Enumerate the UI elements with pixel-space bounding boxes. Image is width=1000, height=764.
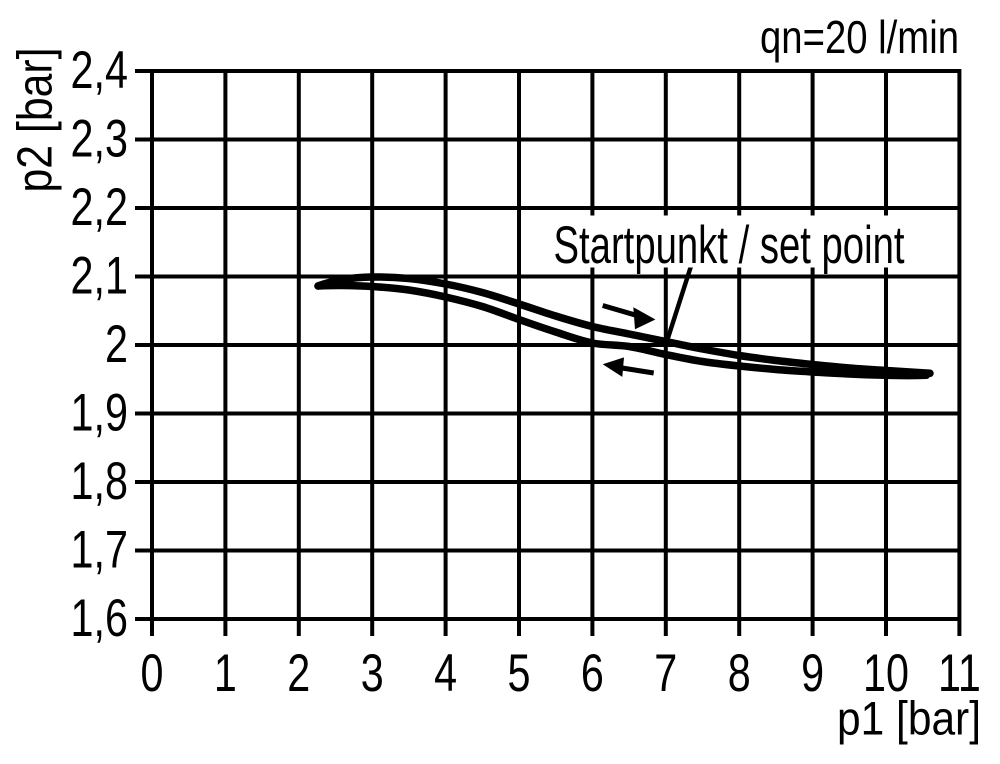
svg-text:2,1: 2,1 bbox=[71, 247, 128, 306]
svg-text:2,2: 2,2 bbox=[71, 178, 128, 237]
svg-text:2,4: 2,4 bbox=[71, 41, 128, 100]
svg-text:0: 0 bbox=[141, 644, 164, 703]
svg-text:1,6: 1,6 bbox=[71, 589, 128, 648]
svg-text:4: 4 bbox=[434, 644, 457, 703]
svg-text:10: 10 bbox=[863, 644, 909, 703]
svg-text:7: 7 bbox=[654, 644, 677, 703]
svg-text:p1 [bar]: p1 [bar] bbox=[837, 693, 981, 746]
svg-text:8: 8 bbox=[728, 644, 751, 703]
svg-text:3: 3 bbox=[361, 644, 384, 703]
svg-text:p2 [bar]: p2 [bar] bbox=[9, 48, 63, 193]
svg-text:1,7: 1,7 bbox=[71, 521, 128, 580]
svg-text:6: 6 bbox=[581, 644, 604, 703]
svg-text:1,9: 1,9 bbox=[71, 384, 128, 443]
svg-text:2: 2 bbox=[105, 315, 128, 374]
svg-text:9: 9 bbox=[801, 644, 824, 703]
svg-text:2,3: 2,3 bbox=[71, 110, 128, 169]
svg-text:1,8: 1,8 bbox=[71, 452, 128, 511]
svg-text:5: 5 bbox=[508, 644, 531, 703]
svg-text:11: 11 bbox=[938, 644, 981, 703]
svg-text:Startpunkt / set point: Startpunkt / set point bbox=[554, 216, 905, 275]
svg-text:qn=20 l/min: qn=20 l/min bbox=[760, 11, 959, 63]
svg-text:2: 2 bbox=[287, 644, 310, 703]
svg-text:1: 1 bbox=[214, 644, 237, 703]
